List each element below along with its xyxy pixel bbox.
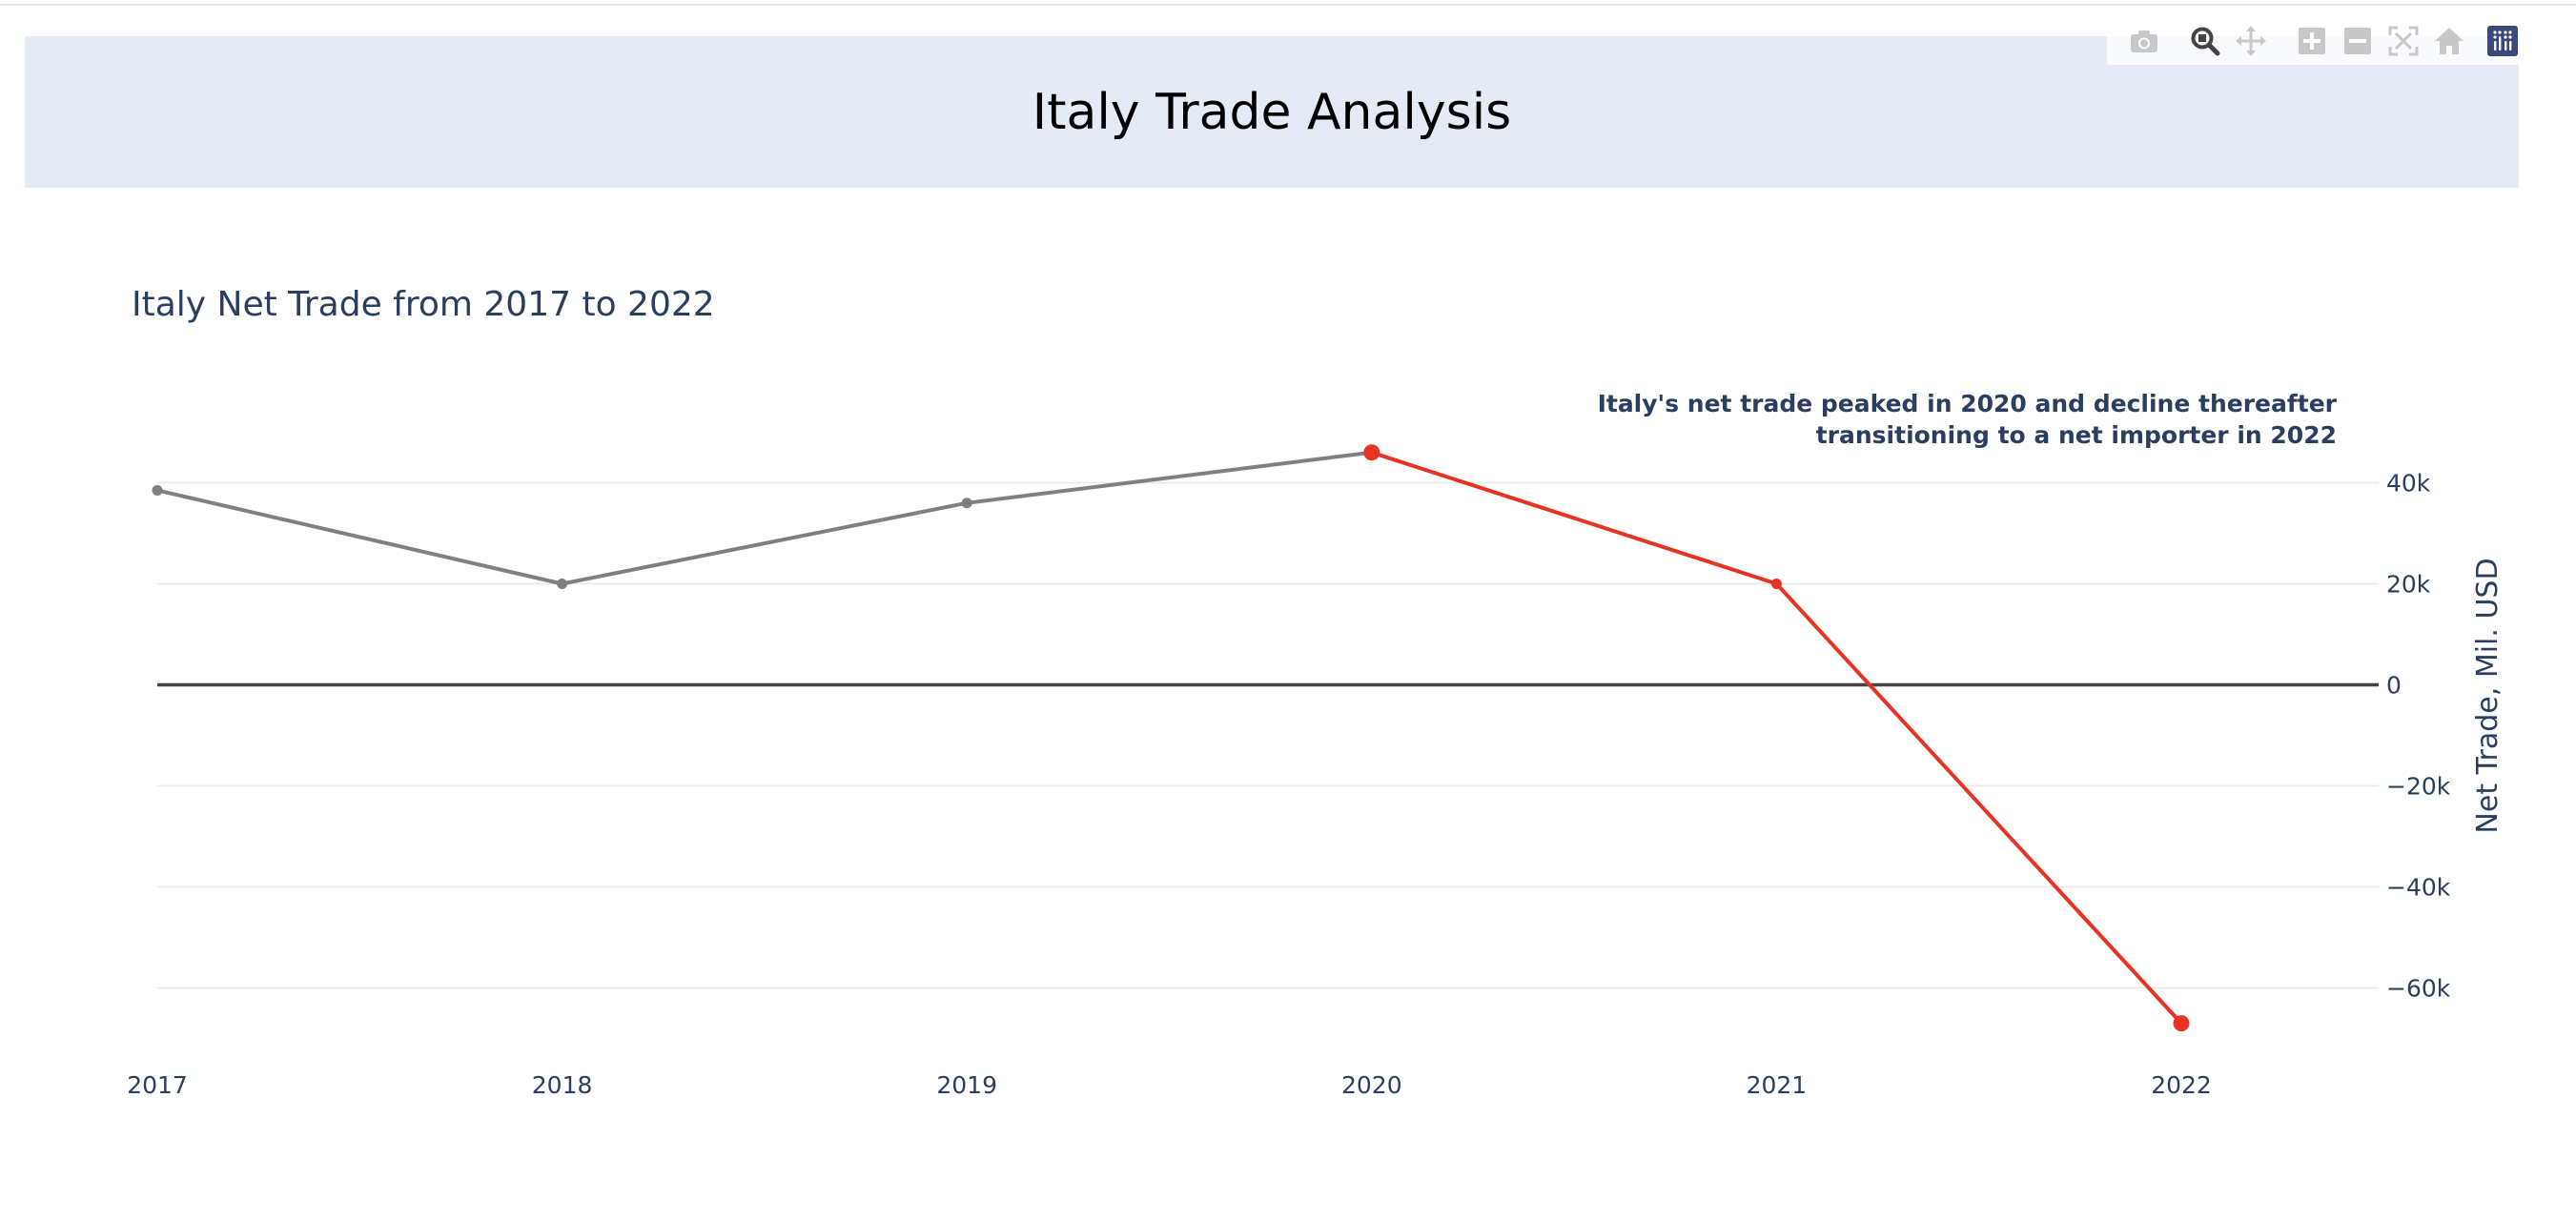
page-title: Italy Trade Analysis bbox=[1032, 83, 1512, 141]
x-tick-label: 2017 bbox=[127, 1071, 188, 1099]
y-tick-label: −40k bbox=[2386, 874, 2451, 902]
y-axis-title: Net Trade, Mil. USD bbox=[2471, 558, 2504, 833]
data-point[interactable] bbox=[1363, 444, 1380, 461]
data-point[interactable] bbox=[961, 498, 972, 509]
y-tick-label: 20k bbox=[2386, 571, 2431, 599]
x-tick-label: 2020 bbox=[1341, 1071, 1402, 1099]
gray-series-line[interactable] bbox=[156, 450, 1373, 586]
x-tick-label: 2021 bbox=[1747, 1071, 1808, 1099]
data-point[interactable] bbox=[2173, 1015, 2190, 1032]
annotation: Italy's net trade peaked in 2020 and dec… bbox=[1598, 390, 2338, 449]
y-tick-label: 40k bbox=[2386, 470, 2431, 498]
chart-title: Italy Net Trade from 2017 to 2022 bbox=[132, 285, 715, 324]
y-tick-label: 0 bbox=[2386, 672, 2402, 700]
top-border bbox=[0, 0, 2576, 6]
pan-icon[interactable] bbox=[2235, 25, 2267, 57]
header-banner: Italy Trade Analysis bbox=[25, 36, 2519, 188]
plotly-logo-icon[interactable] bbox=[2486, 25, 2519, 57]
data-point[interactable] bbox=[152, 484, 163, 496]
annotation-line: Italy's net trade peaked in 2020 and dec… bbox=[1598, 390, 2338, 417]
x-tick-label: 2019 bbox=[936, 1071, 997, 1099]
x-tick-label: 2018 bbox=[532, 1071, 593, 1099]
tick-labels: 40k 20k 0 −20k −40k −60k 2017 2018 2019 2020 2021 2… bbox=[127, 470, 2451, 1100]
series-layer[interactable] bbox=[152, 444, 2190, 1032]
data-point[interactable] bbox=[557, 579, 568, 589]
zoom-out-icon[interactable] bbox=[2341, 25, 2374, 57]
y-tick-label: −20k bbox=[2386, 773, 2451, 801]
autoscale-icon[interactable] bbox=[2387, 25, 2420, 57]
zoom-in-icon[interactable] bbox=[2296, 25, 2328, 57]
home-icon[interactable] bbox=[2433, 25, 2465, 57]
red-series-line[interactable] bbox=[1371, 450, 2183, 1025]
camera-icon[interactable] bbox=[2128, 25, 2160, 57]
annotation-line: transitioning to a net importer in 2022 bbox=[1816, 421, 2337, 449]
zoom-icon[interactable] bbox=[2189, 25, 2221, 57]
y-tick-label: −60k bbox=[2386, 975, 2451, 1003]
data-point[interactable] bbox=[1770, 579, 1782, 589]
grid-lines bbox=[157, 481, 2379, 989]
x-tick-label: 2022 bbox=[2151, 1071, 2212, 1099]
modebar bbox=[2107, 17, 2523, 65]
